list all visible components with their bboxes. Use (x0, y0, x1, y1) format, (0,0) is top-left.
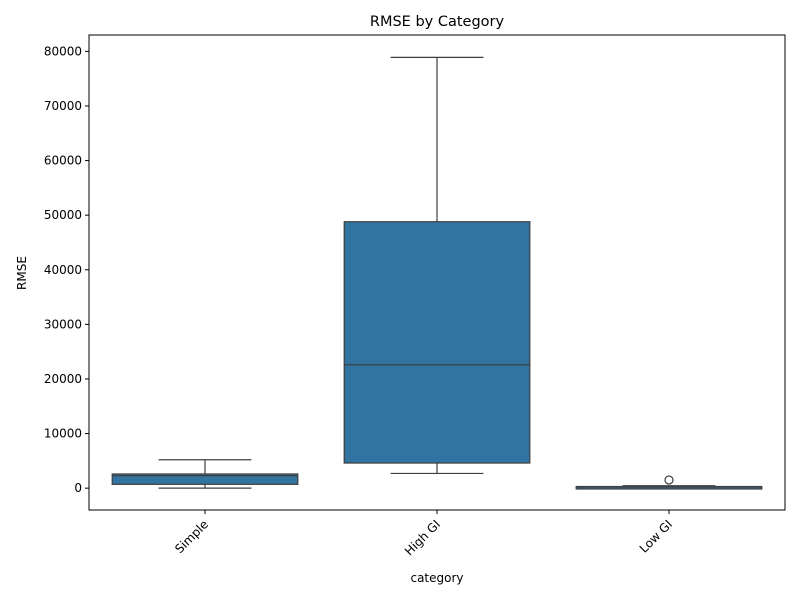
y-tick-label: 0 (74, 481, 82, 495)
x-tick-label: Simple (172, 517, 211, 556)
y-tick-label: 30000 (44, 317, 82, 331)
box-simple (111, 473, 299, 485)
x-tick-label: Low GI (637, 517, 675, 555)
y-tick-label: 40000 (44, 263, 82, 277)
y-tick-label: 70000 (44, 99, 82, 113)
plot-area: 0 10000 20000 30000 40000 50000 60000 70000 8000… (44, 34, 786, 558)
y-tick-label: 60000 (44, 154, 82, 168)
x-axis-label: category (410, 571, 463, 585)
box-high-gi (343, 221, 531, 464)
y-tick-label: 50000 (44, 208, 82, 222)
y-tick-label: 10000 (44, 427, 82, 441)
x-tick-label: High GI (402, 517, 443, 558)
chart-title: RMSE by Category (370, 14, 505, 30)
y-tick-label: 20000 (44, 372, 82, 386)
outlier-point (664, 475, 674, 485)
y-tick-label: 80000 (44, 44, 82, 58)
y-axis-label: RMSE (15, 256, 29, 290)
